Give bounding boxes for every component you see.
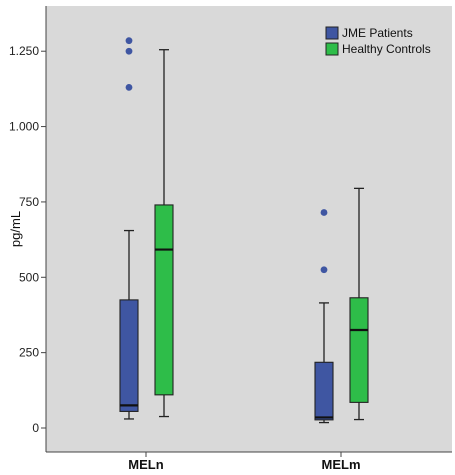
y-axis-label: pg/mL xyxy=(8,211,23,247)
plot-area xyxy=(46,6,452,452)
x-axis-category-labels: MELn MELm xyxy=(128,452,361,472)
box-plot-item xyxy=(314,209,334,424)
box xyxy=(349,297,369,403)
legend-label-healthy-controls: Healthy Controls xyxy=(342,42,431,56)
outlier-point xyxy=(320,266,328,274)
box-plot-item xyxy=(349,187,369,421)
box-series-group xyxy=(119,37,369,424)
outlier-point xyxy=(125,37,133,45)
y-tick-label: 250 xyxy=(19,346,39,360)
box xyxy=(119,299,139,412)
outlier-point xyxy=(320,209,328,216)
outlier-point xyxy=(125,47,133,55)
y-tick-label: 1.250 xyxy=(9,44,39,58)
y-tick-label: 0 xyxy=(32,421,39,435)
y-axis-ticks: 0 250 500 750 1.000 1.250 xyxy=(9,44,46,435)
legend: JME Patients Healthy Controls xyxy=(325,26,431,56)
box-plot-item xyxy=(154,49,174,418)
x-category-label: MELm xyxy=(322,457,361,472)
outlier-point xyxy=(125,83,133,91)
box-plot-item xyxy=(119,37,139,420)
y-tick-label: 750 xyxy=(19,195,39,209)
legend-swatch-healthy-controls xyxy=(325,42,339,56)
x-category-label: MELn xyxy=(128,457,163,472)
legend-label-jme-patients: JME Patients xyxy=(342,26,413,40)
y-tick-label: 1.000 xyxy=(9,120,39,134)
legend-swatch-jme-patients xyxy=(325,26,339,40)
y-tick-label: 500 xyxy=(19,270,39,284)
box xyxy=(314,361,334,421)
box xyxy=(154,204,174,396)
